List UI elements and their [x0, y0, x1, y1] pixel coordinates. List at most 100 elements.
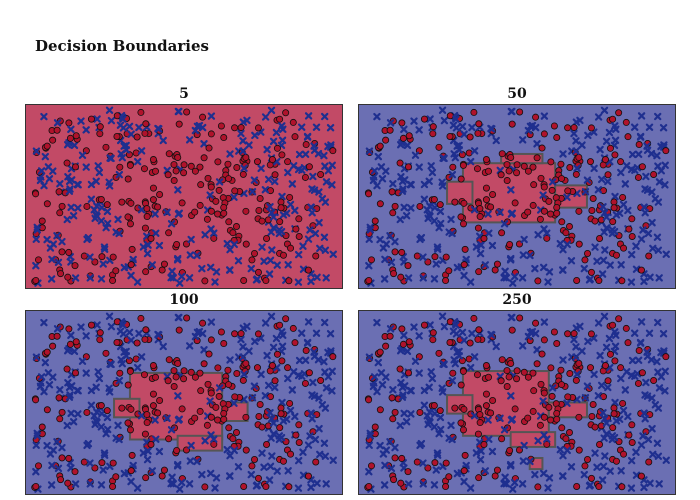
point-class0 — [426, 418, 434, 427]
point-class0 — [627, 250, 636, 259]
point-class1 — [638, 369, 646, 377]
point-class1 — [312, 458, 320, 466]
point-class0 — [309, 378, 317, 387]
point-class0 — [247, 470, 255, 479]
point-class0 — [426, 202, 434, 210]
point-class1 — [520, 162, 528, 170]
point-class0 — [40, 318, 48, 327]
point-class0 — [612, 417, 621, 425]
point-class1 — [277, 198, 285, 206]
point-class1 — [152, 167, 160, 175]
point-class1 — [87, 321, 95, 329]
point-class0 — [606, 467, 614, 475]
point-class0 — [45, 381, 54, 389]
point-class1 — [389, 415, 397, 423]
point-class1 — [229, 435, 237, 443]
point-class0 — [186, 251, 195, 259]
point-class0 — [78, 357, 87, 365]
point-class1 — [72, 132, 80, 140]
point-class0 — [278, 342, 287, 350]
point-class0 — [611, 328, 619, 336]
point-class0 — [322, 274, 330, 282]
point-class0 — [307, 277, 315, 286]
point-class0 — [415, 369, 423, 377]
point-class0 — [215, 384, 224, 392]
point-class0 — [637, 441, 646, 449]
point-class1 — [268, 362, 276, 370]
point-class0 — [611, 398, 619, 407]
point-class0 — [312, 123, 321, 131]
point-class0 — [373, 318, 381, 327]
point-class0 — [470, 353, 479, 361]
point-class0 — [211, 278, 219, 286]
point-class1 — [224, 160, 232, 168]
point-class1 — [637, 472, 645, 480]
point-class0 — [519, 457, 528, 465]
point-class0 — [379, 450, 388, 458]
point-class0 — [366, 226, 375, 234]
point-class1 — [207, 130, 215, 138]
point-class0 — [468, 329, 476, 338]
point-class0 — [509, 279, 517, 287]
point-class0 — [48, 461, 56, 470]
point-class0 — [32, 261, 40, 270]
point-class0 — [206, 191, 214, 199]
point-class1 — [292, 225, 300, 233]
point-class0 — [580, 264, 588, 273]
point-class1 — [277, 204, 285, 212]
point-class0 — [295, 356, 304, 365]
point-class1 — [248, 462, 256, 470]
point-class0 — [139, 449, 148, 457]
point-class1 — [482, 390, 490, 398]
point-class0 — [567, 257, 576, 265]
point-class1 — [49, 342, 57, 350]
point-class0 — [315, 218, 323, 227]
point-class0 — [70, 141, 79, 150]
point-class0 — [122, 146, 130, 154]
point-class0 — [116, 327, 125, 335]
point-class0 — [403, 141, 412, 150]
point-class1 — [589, 195, 597, 203]
point-class0 — [269, 213, 278, 221]
decision-panel-3 — [25, 310, 343, 495]
point-class1 — [200, 360, 208, 368]
panel-frame — [358, 310, 676, 495]
point-class0 — [543, 229, 551, 237]
point-class0 — [309, 172, 317, 181]
point-class1 — [140, 165, 148, 173]
point-class0 — [260, 257, 268, 265]
point-class0 — [662, 456, 670, 464]
point-class1 — [282, 109, 290, 117]
point-class0 — [379, 244, 388, 252]
point-class0 — [324, 373, 333, 381]
point-class1 — [254, 474, 262, 482]
point-class1 — [459, 220, 467, 228]
point-class0 — [127, 271, 135, 280]
point-class1 — [124, 213, 132, 221]
point-class1 — [53, 332, 61, 340]
point-class0 — [627, 278, 636, 286]
point-class0 — [308, 185, 316, 193]
point-class1 — [212, 403, 220, 411]
point-class0 — [297, 329, 306, 337]
point-class1 — [191, 373, 199, 381]
point-class1 — [233, 370, 241, 378]
point-class0 — [653, 151, 661, 160]
panel-frame — [25, 310, 343, 495]
point-class0 — [252, 276, 261, 284]
point-class0 — [649, 244, 657, 253]
point-class1 — [160, 260, 168, 268]
point-class0 — [226, 356, 234, 364]
point-class0 — [487, 330, 495, 339]
point-class0 — [381, 255, 389, 264]
point-class1 — [540, 130, 548, 138]
point-class0 — [646, 479, 654, 487]
point-class0 — [376, 235, 384, 244]
point-class0 — [631, 166, 639, 174]
point-class1 — [212, 197, 220, 205]
point-class0 — [318, 195, 327, 203]
point-class1 — [207, 207, 215, 215]
point-class1 — [476, 419, 484, 427]
point-class0 — [387, 464, 396, 473]
panel-title-2: 50 — [507, 86, 527, 102]
